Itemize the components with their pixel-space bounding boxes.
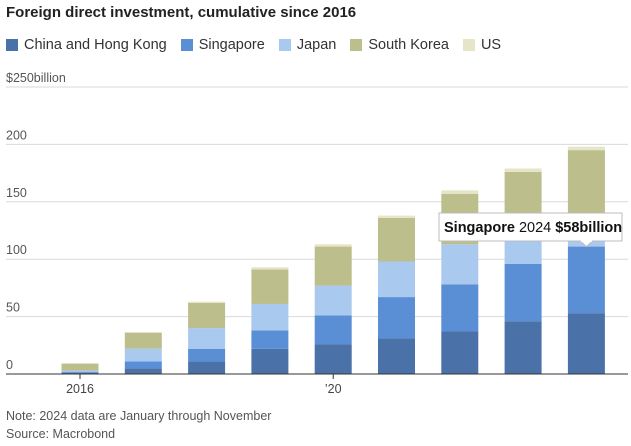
x-tick-label: ’20 <box>325 382 342 396</box>
legend-label: Singapore <box>198 37 265 53</box>
legend-swatch <box>462 39 475 51</box>
bar-segment-us <box>378 215 415 218</box>
bar-segment-china-and-hong-kong <box>188 361 226 374</box>
bar-segment-japan <box>314 285 352 316</box>
legend-item-japan: Japan <box>278 37 337 53</box>
legend-label: US <box>480 37 502 53</box>
legend-swatch <box>278 39 291 51</box>
bar-segment-japan <box>441 244 479 285</box>
legend-swatch <box>180 39 193 51</box>
y-tick-label: $250billion <box>6 71 66 85</box>
tooltip-box <box>438 212 623 242</box>
bar-segment-south-korea <box>124 332 162 349</box>
bar-segment-japan <box>251 303 289 331</box>
tooltip: Singapore 2024 $58billion <box>438 212 623 248</box>
bar-segment-us <box>251 267 289 270</box>
bar-segment-us <box>124 332 162 333</box>
footnote-source: Source: Macrobond <box>6 427 116 441</box>
y-tick-label: 200 <box>6 128 27 142</box>
legend-item-singapore: Singapore <box>180 37 265 53</box>
tooltip-series: Singapore <box>444 220 519 236</box>
bar-segment-japan <box>378 261 415 298</box>
tooltip-year: 2024 <box>519 220 555 236</box>
bar-segment-us <box>61 363 99 364</box>
bar-segment-us <box>441 190 479 194</box>
bar-segment-china-and-hong-kong <box>567 313 605 374</box>
footnote-note: Note: 2024 data are January through Nove… <box>6 409 272 423</box>
bar-segment-south-korea <box>61 363 99 371</box>
bar-segment-japan <box>188 328 226 349</box>
bar-segment-us <box>188 301 226 303</box>
bar-segment-china-and-hong-kong <box>314 344 352 374</box>
bar-segment-south-korea <box>378 217 415 262</box>
bar-segment-us <box>567 146 605 151</box>
bar-segment-china-and-hong-kong <box>441 331 479 374</box>
bar-segment-china-and-hong-kong <box>504 321 542 374</box>
legend-label: China and Hong Kong <box>24 37 167 53</box>
bar-segment-singapore <box>504 263 542 322</box>
tooltip-value: $58billion <box>555 220 622 236</box>
bar-segment-singapore <box>251 330 289 349</box>
tooltip-text: Singapore 2024 $58billion <box>444 220 622 236</box>
y-tick-label: 50 <box>6 301 20 315</box>
bar-segment-singapore <box>188 348 226 362</box>
bar-segment-china-and-hong-kong <box>378 338 415 374</box>
bar-segment-singapore <box>378 297 415 339</box>
legend-label: South Korea <box>368 37 449 53</box>
bar-segment-singapore <box>567 246 605 314</box>
bar-segment-japan <box>61 370 99 372</box>
bar-segment-south-korea <box>314 246 352 286</box>
legend-item-south-korea: South Korea <box>350 37 449 53</box>
bar-segment-singapore <box>314 315 352 345</box>
legend-swatch <box>6 39 18 51</box>
bar-segment-singapore <box>124 361 162 369</box>
bar-segment-japan <box>124 348 162 362</box>
y-tick-label: 150 <box>6 186 27 200</box>
tooltip-pointer-mask <box>580 239 592 242</box>
bar-segment-china-and-hong-kong <box>251 348 289 374</box>
legend-item-us: US <box>462 37 502 53</box>
bar-segment-south-korea <box>188 302 226 329</box>
legend-label: Japan <box>296 37 337 53</box>
bar-segment-us <box>504 168 542 172</box>
bar-segment-china-and-hong-kong <box>124 368 162 374</box>
x-tick-label: 2016 <box>66 382 94 396</box>
bar-segment-singapore <box>441 284 479 332</box>
legend-swatch <box>350 39 363 51</box>
bar-segment-singapore <box>61 371 99 373</box>
y-tick-label: 0 <box>6 358 13 372</box>
chart-title: Foreign direct investment, cumulative si… <box>6 4 357 21</box>
bar-segment-china-and-hong-kong <box>61 372 99 374</box>
legend: China and Hong Kong Singapore Japan Sout… <box>6 37 515 53</box>
bar-segment-us <box>314 244 352 247</box>
legend-item-china-hong-kong: China and Hong Kong <box>6 37 167 53</box>
y-tick-label: 100 <box>6 243 27 257</box>
bar-segment-south-korea <box>251 269 289 304</box>
